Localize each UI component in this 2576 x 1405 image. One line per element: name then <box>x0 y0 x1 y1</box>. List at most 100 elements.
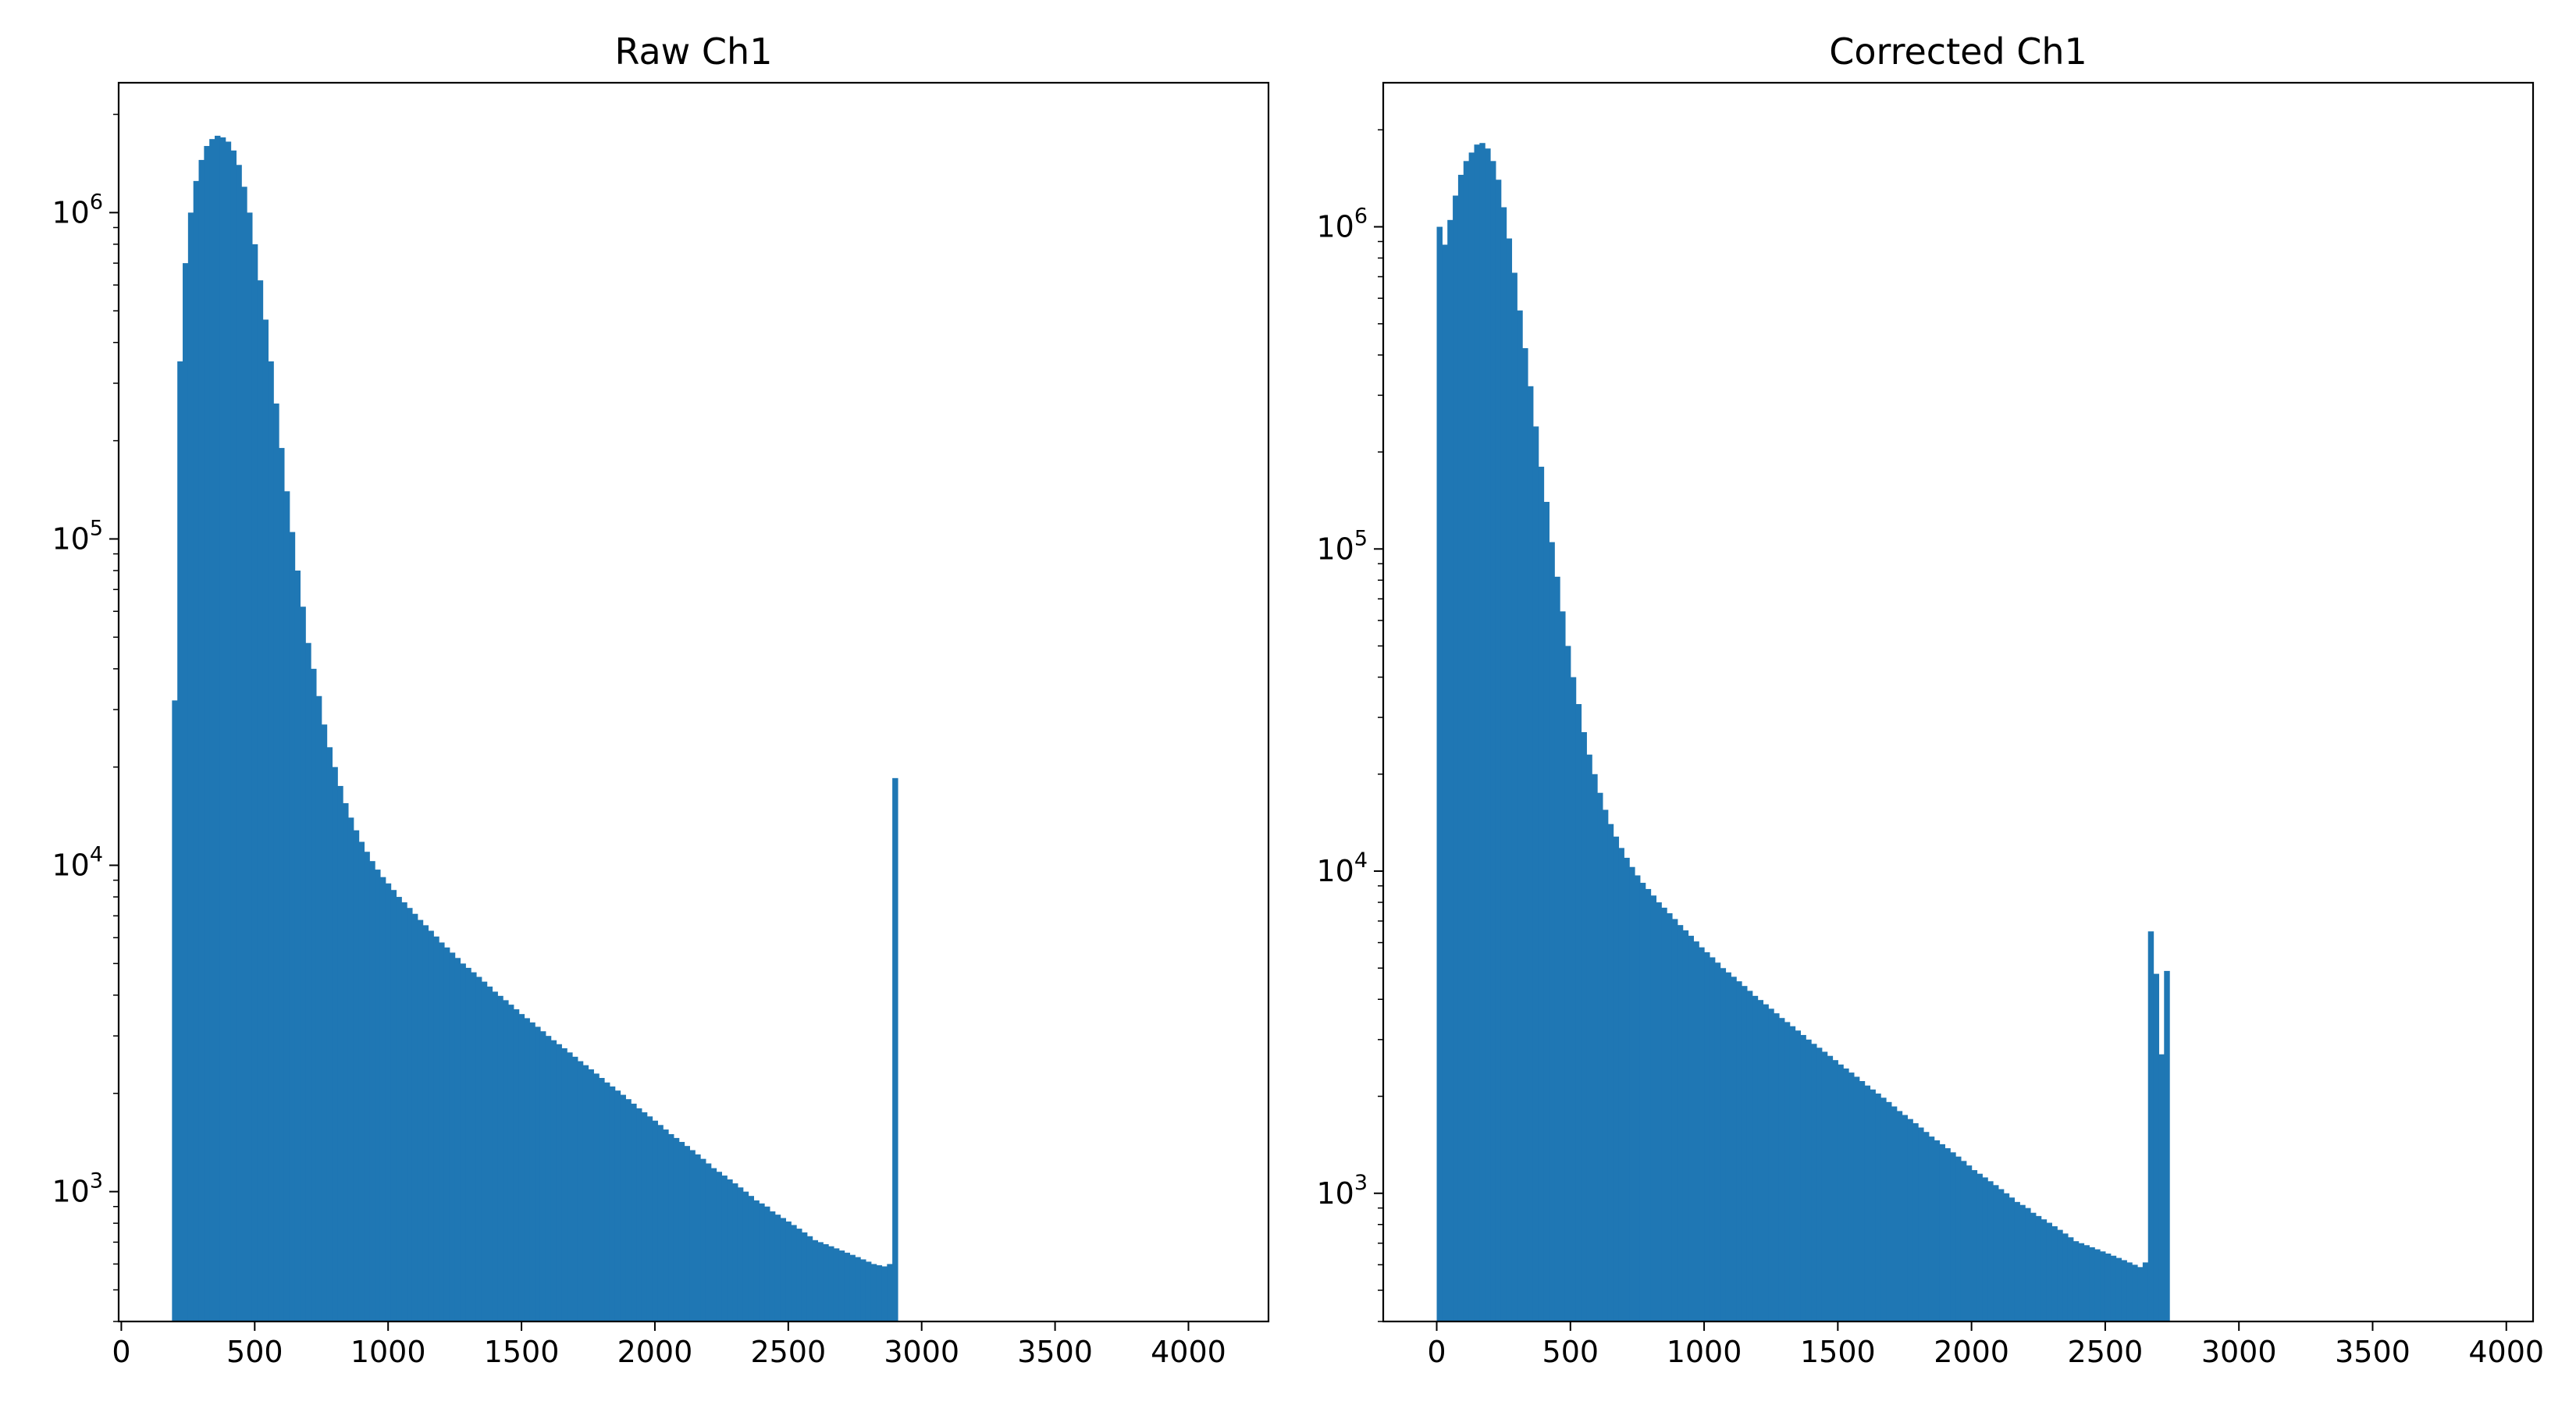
histogram-bar <box>572 1056 578 1321</box>
histogram-bar <box>1853 1076 1860 1321</box>
histogram-bar <box>1982 1177 1988 1321</box>
histogram-bar <box>183 263 189 1321</box>
histogram-bar <box>652 1120 658 1321</box>
histogram-bar <box>668 1134 674 1321</box>
histogram-bar <box>465 967 471 1321</box>
histogram-bar <box>1635 875 1641 1321</box>
histogram-bar <box>1575 704 1582 1321</box>
histogram-bar <box>193 180 200 1321</box>
histogram-bar <box>646 1116 653 1321</box>
histogram-bar <box>236 165 242 1321</box>
histogram-bar <box>759 1203 765 1321</box>
histogram-bar <box>390 890 397 1321</box>
histogram-bar <box>2121 1260 2127 1321</box>
histogram-bar <box>833 1248 840 1321</box>
histogram-bar <box>1827 1055 1834 1321</box>
histogram-bar <box>273 403 279 1321</box>
histogram-bar <box>460 963 466 1321</box>
histogram-bar <box>748 1196 754 1321</box>
histogram-bar <box>710 1168 717 1321</box>
histogram-bar <box>614 1090 621 1321</box>
histogram-bar <box>1645 888 1652 1321</box>
x-tick-label: 3000 <box>2201 1335 2277 1369</box>
x-tick-label: 500 <box>1542 1335 1599 1369</box>
histogram-bar <box>838 1250 845 1321</box>
histogram-bar <box>1543 501 1550 1321</box>
histogram-bar <box>1682 930 1689 1321</box>
histogram-bar <box>2110 1255 2117 1321</box>
histogram-bar <box>2158 1054 2165 1321</box>
x-tick-label: 1000 <box>1667 1335 1742 1369</box>
histogram-bar <box>1944 1148 1951 1321</box>
histogram-bar <box>529 1022 535 1321</box>
histogram-bar <box>326 747 333 1321</box>
histogram-bar <box>535 1026 541 1321</box>
histogram-bar <box>737 1187 744 1321</box>
histogram-bar <box>1607 823 1614 1321</box>
histogram-bar <box>1880 1097 1887 1321</box>
y-tick-label: 106 <box>52 190 103 229</box>
histogram-bar <box>1923 1132 1930 1321</box>
histogram-bar <box>1463 161 1470 1321</box>
histogram-bar <box>2025 1208 2031 1321</box>
histogram-bar <box>518 1014 525 1321</box>
y-tick-label: 104 <box>1316 848 1368 888</box>
x-tick-label: 2000 <box>1934 1335 2009 1369</box>
histogram-bar <box>1570 677 1577 1321</box>
histogram-bar <box>2030 1212 2037 1321</box>
histogram-bar <box>225 141 232 1321</box>
histogram-bar <box>1650 895 1657 1321</box>
histogram-bar <box>428 930 434 1321</box>
histogram-bar <box>1474 144 1480 1321</box>
histogram-bar <box>497 995 503 1321</box>
histogram-bar <box>1560 611 1566 1321</box>
histogram-bar <box>2089 1247 2095 1321</box>
histogram-bar <box>1549 542 1555 1321</box>
histogram-bar <box>1624 857 1630 1321</box>
histogram-bar <box>823 1244 829 1321</box>
histogram-bar <box>1436 226 1443 1321</box>
histogram-bar <box>1485 148 1491 1321</box>
histogram-bar <box>1902 1115 1909 1321</box>
histogram-bar <box>2041 1219 2048 1321</box>
histogram-bar <box>486 986 493 1321</box>
histogram-bar <box>1522 348 1528 1321</box>
histogram-bar <box>774 1215 781 1321</box>
histogram-bar <box>550 1040 557 1321</box>
histogram-bar <box>700 1158 706 1321</box>
histogram-bar <box>1592 774 1598 1321</box>
histogram-bar <box>311 668 317 1321</box>
histogram-bar <box>684 1146 690 1321</box>
histogram-bar <box>593 1073 600 1321</box>
histogram-bar <box>695 1154 701 1321</box>
histogram-bar <box>620 1094 626 1321</box>
histogram-bar <box>257 280 264 1321</box>
histogram-bar <box>2062 1233 2069 1321</box>
histogram-bar <box>721 1176 728 1321</box>
histogram-bar <box>411 913 418 1321</box>
histogram-bar <box>689 1150 696 1321</box>
histogram-bar <box>396 897 402 1321</box>
histogram-bar <box>545 1036 552 1321</box>
histogram-bar <box>828 1246 834 1321</box>
histogram-bar <box>321 724 328 1321</box>
histogram-bar <box>219 137 226 1321</box>
histogram-bar <box>1950 1152 1956 1321</box>
histogram-bar <box>1688 935 1694 1321</box>
histogram-bar <box>343 802 349 1321</box>
x-tick-label: 2000 <box>617 1335 693 1369</box>
histogram-bar <box>1821 1051 1828 1321</box>
histogram-bar <box>1468 152 1475 1321</box>
histogram-bar <box>1490 161 1496 1321</box>
histogram-bar <box>251 244 258 1321</box>
histogram-bar <box>764 1206 770 1321</box>
histogram-bar <box>881 1266 888 1321</box>
histogram-bar <box>588 1069 594 1321</box>
histogram-bar <box>2083 1245 2090 1321</box>
histogram-bar <box>1998 1189 2005 1321</box>
y-tick-label: 104 <box>52 843 103 883</box>
histogram-bar <box>294 570 301 1321</box>
histogram-bar <box>1736 981 1742 1321</box>
histogram-bar <box>1511 272 1517 1321</box>
histogram-bar <box>2067 1237 2074 1321</box>
